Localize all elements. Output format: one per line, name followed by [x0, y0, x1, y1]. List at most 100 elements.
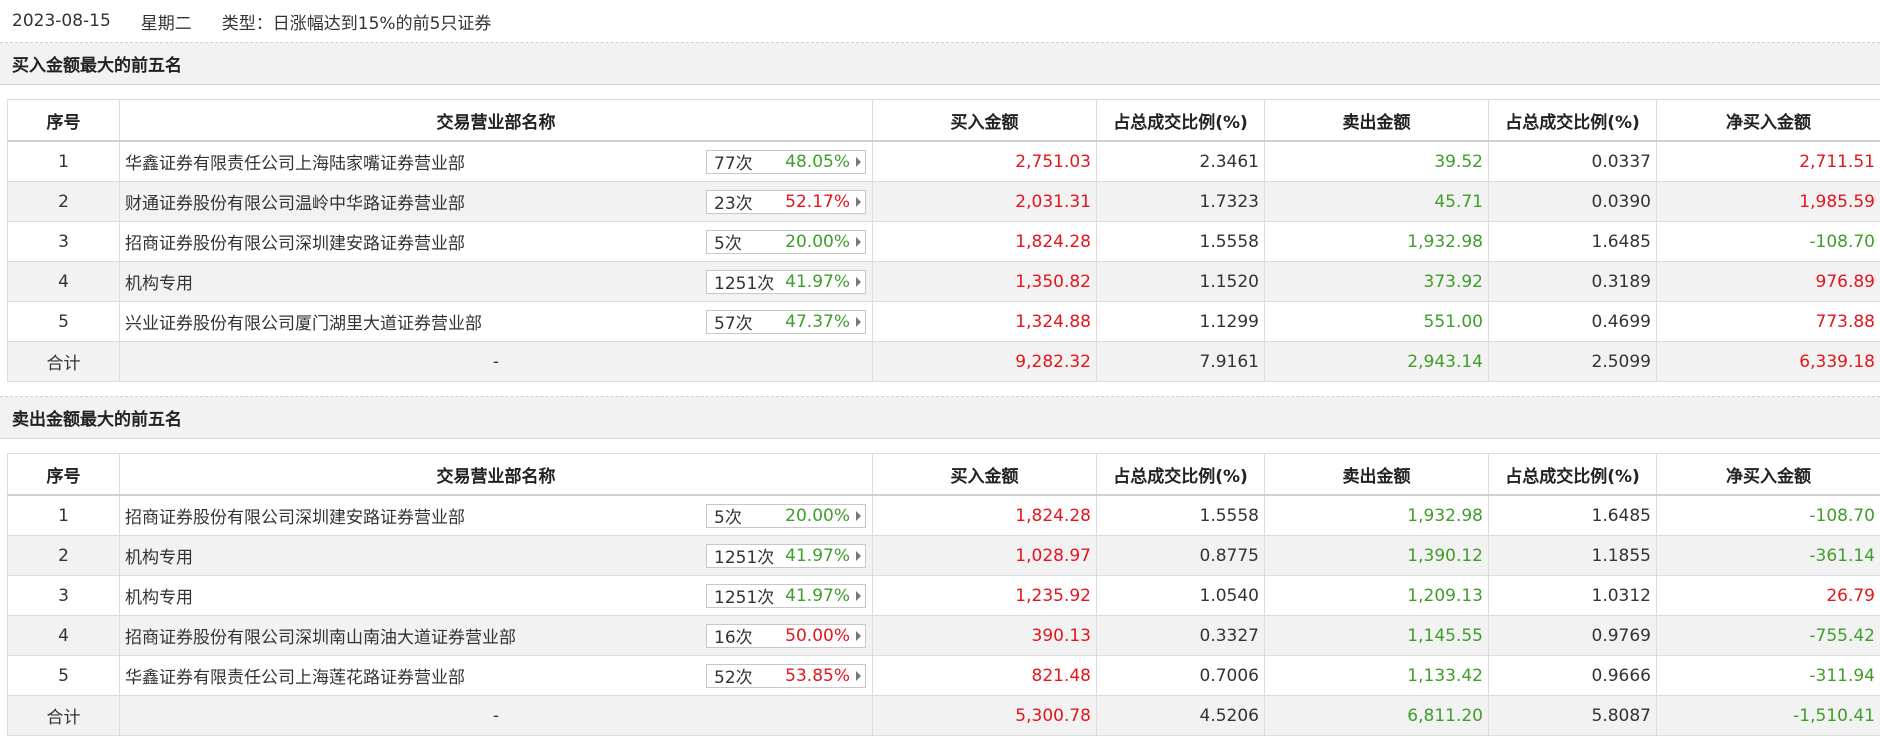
branch-stats-button[interactable]: 5次 20.00% — [706, 229, 866, 254]
branch-name[interactable]: 兴业证券股份有限公司厦门湖里大道证券营业部 — [125, 314, 482, 334]
col-header-net: 净买入金额 — [1656, 453, 1880, 496]
branch-stats-button[interactable]: 1251次 41.97% — [706, 583, 866, 608]
row-no: 2 — [7, 535, 120, 576]
sell-ratio: 0.4699 — [1488, 301, 1657, 342]
branch-cell: 招商证券股份有限公司深圳南山南油大道证券营业部 16次 50.00% — [119, 615, 873, 656]
sell-ratio: 0.9666 — [1488, 655, 1657, 696]
net-buy-amount: 1,985.59 — [1656, 181, 1880, 222]
caret-right-icon — [856, 196, 861, 207]
caret-right-icon — [856, 590, 861, 601]
branch-stats-button[interactable]: 16次 50.00% — [706, 623, 866, 648]
buy-amount: 1,824.28 — [872, 494, 1097, 536]
buy-amount: 821.48 — [872, 655, 1097, 696]
buy-section-title: 买入金额最大的前五名 — [0, 43, 1880, 85]
buy-amount: 1,028.97 — [872, 535, 1097, 576]
listing-times: 23次 — [714, 194, 753, 214]
table-row: 4 机构专用 1251次 41.97% 1,350.82 1.1520 373.92 0.31… — [7, 261, 1880, 302]
sell-amount: 1,209.13 — [1264, 575, 1489, 616]
branch-stats-button[interactable]: 52次 53.85% — [706, 663, 866, 688]
total-sell-amount: 2,943.14 — [1264, 341, 1489, 382]
buy-ratio: 0.3327 — [1096, 615, 1265, 656]
branch-stats-button[interactable]: 5次 20.00% — [706, 503, 866, 528]
sell-ratio: 1.6485 — [1488, 494, 1657, 536]
total-net-buy: 6,339.18 — [1656, 341, 1880, 382]
col-header-buy-pct: 占总成交比例(%) — [1096, 453, 1265, 496]
total-branch: - — [119, 695, 873, 736]
row-no: 1 — [7, 140, 120, 182]
listing-times: 5次 — [714, 234, 742, 254]
net-buy-amount: 976.89 — [1656, 261, 1880, 302]
branch-cell: 机构专用 1251次 41.97% — [119, 575, 873, 616]
sell-ratio: 0.9769 — [1488, 615, 1657, 656]
sell-amount: 1,145.55 — [1264, 615, 1489, 656]
sell-ratio: 0.0337 — [1488, 140, 1657, 182]
branch-cell: 财通证券股份有限公司温岭中华路证券营业部 23次 52.17% — [119, 181, 873, 222]
branch-cell: 机构专用 1251次 41.97% — [119, 261, 873, 302]
sell-amount: 1,932.98 — [1264, 221, 1489, 262]
buy-ratio: 1.5558 — [1096, 494, 1265, 536]
branch-stats-button[interactable]: 57次 47.37% — [706, 309, 866, 334]
total-net-buy: -1,510.41 — [1656, 695, 1880, 736]
total-label: 合计 — [7, 695, 120, 736]
buy-top5-table: 序号 交易营业部名称 买入金额 占总成交比例(%) 卖出金额 占总成交比例(%)… — [7, 99, 1880, 382]
sell-amount: 39.52 — [1264, 140, 1489, 182]
buy-amount: 2,031.31 — [872, 181, 1097, 222]
sell-amount: 45.71 — [1264, 181, 1489, 222]
caret-right-icon — [856, 316, 861, 327]
branch-name[interactable]: 招商证券股份有限公司深圳南山南油大道证券营业部 — [125, 628, 516, 648]
total-row: 合计 -5,300.78 4.5206 6,811.20 5.8087 -1,510.41 — [7, 695, 1880, 736]
branch-stats-button[interactable]: 1251次 41.97% — [706, 543, 866, 568]
buy-ratio: 2.3461 — [1096, 140, 1265, 182]
branch-cell: 机构专用 1251次 41.97% — [119, 535, 873, 576]
total-buy-amount: 9,282.32 — [872, 341, 1097, 382]
caret-right-icon — [856, 276, 861, 287]
buy-ratio: 1.0540 — [1096, 575, 1265, 616]
listing-times: 52次 — [714, 668, 753, 688]
net-buy-amount: 26.79 — [1656, 575, 1880, 616]
col-header-branch: 交易营业部名称 — [119, 99, 873, 142]
branch-name[interactable]: 机构专用 — [125, 274, 193, 294]
net-buy-amount: -311.94 — [1656, 655, 1880, 696]
sell-amount: 373.92 — [1264, 261, 1489, 302]
caret-right-icon — [856, 156, 861, 167]
success-rate: 41.97% — [785, 271, 850, 292]
buy-ratio: 1.5558 — [1096, 221, 1265, 262]
buy-ratio: 1.7323 — [1096, 181, 1265, 222]
branch-cell: 兴业证券股份有限公司厦门湖里大道证券营业部 57次 47.37% — [119, 301, 873, 342]
col-header-sell: 卖出金额 — [1264, 99, 1489, 142]
success-rate: 53.85% — [785, 665, 850, 686]
sell-ratio: 1.6485 — [1488, 221, 1657, 262]
listing-times: 1251次 — [714, 274, 775, 294]
branch-name[interactable]: 机构专用 — [125, 588, 193, 608]
branch-name[interactable]: 招商证券股份有限公司深圳建安路证券营业部 — [125, 508, 465, 528]
success-rate: 52.17% — [785, 191, 850, 212]
sell-ratio: 0.0390 — [1488, 181, 1657, 222]
branch-cell: 华鑫证券有限责任公司上海陆家嘴证券营业部 77次 48.05% — [119, 140, 873, 182]
buy-ratio: 0.7006 — [1096, 655, 1265, 696]
branch-cell: 华鑫证券有限责任公司上海莲花路证券营业部 52次 53.85% — [119, 655, 873, 696]
branch-stats-button[interactable]: 23次 52.17% — [706, 189, 866, 214]
caret-right-icon — [856, 670, 861, 681]
branch-stats-button[interactable]: 1251次 41.97% — [706, 269, 866, 294]
table-row: 1 招商证券股份有限公司深圳建安路证券营业部 5次 20.00% 1,824.28 1.5… — [7, 494, 1880, 536]
row-no: 1 — [7, 494, 120, 536]
branch-name[interactable]: 机构专用 — [125, 548, 193, 568]
total-sell-ratio: 5.8087 — [1488, 695, 1657, 736]
branch-stats-button[interactable]: 77次 48.05% — [706, 149, 866, 174]
net-buy-amount: -108.70 — [1656, 221, 1880, 262]
table-row: 2 机构专用 1251次 41.97% 1,028.97 0.8775 1,390.12 1.… — [7, 535, 1880, 576]
col-header-buy: 买入金额 — [872, 99, 1097, 142]
success-rate: 50.00% — [785, 625, 850, 646]
branch-name[interactable]: 华鑫证券有限责任公司上海陆家嘴证券营业部 — [125, 154, 465, 174]
sell-amount: 1,133.42 — [1264, 655, 1489, 696]
sell-amount: 551.00 — [1264, 301, 1489, 342]
branch-name[interactable]: 华鑫证券有限责任公司上海莲花路证券营业部 — [125, 668, 465, 688]
sell-ratio: 1.1855 — [1488, 535, 1657, 576]
branch-name[interactable]: 财通证券股份有限公司温岭中华路证券营业部 — [125, 194, 465, 214]
success-rate: 20.00% — [785, 231, 850, 252]
branch-name[interactable]: 招商证券股份有限公司深圳建安路证券营业部 — [125, 234, 465, 254]
net-buy-amount: -755.42 — [1656, 615, 1880, 656]
net-buy-amount: -361.14 — [1656, 535, 1880, 576]
table-row: 5 华鑫证券有限责任公司上海莲花路证券营业部 52次 53.85% 821.48 0.70… — [7, 655, 1880, 696]
weekday: 星期二 — [140, 13, 192, 34]
